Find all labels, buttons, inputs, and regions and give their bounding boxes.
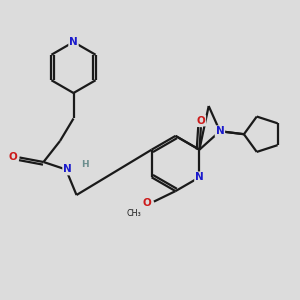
Text: CH₃: CH₃ [126, 208, 141, 217]
Text: N: N [69, 37, 78, 47]
Text: O: O [8, 152, 17, 163]
Text: N: N [195, 172, 204, 182]
Text: O: O [143, 198, 152, 208]
Text: N: N [63, 164, 72, 175]
Text: H: H [81, 160, 88, 169]
Text: O: O [196, 116, 205, 126]
Text: N: N [215, 126, 224, 136]
